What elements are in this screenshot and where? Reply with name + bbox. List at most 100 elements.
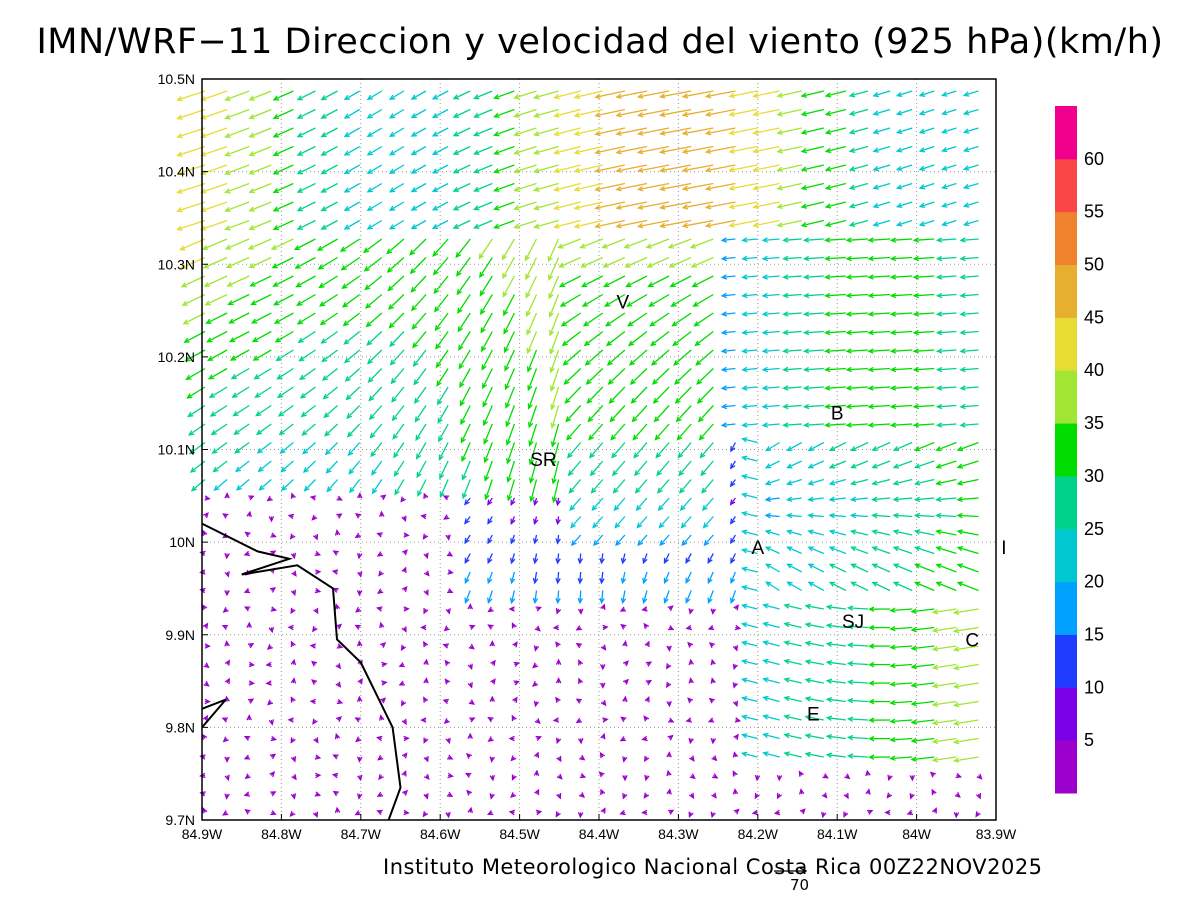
- wind-vector-head: [889, 736, 896, 743]
- wind-vector-shaft: [326, 479, 339, 492]
- wind-vector-head: [912, 403, 920, 410]
- wind-vector-shaft: [685, 571, 692, 583]
- wind-vector-shaft: [804, 349, 824, 352]
- wind-vector-shaft: [642, 590, 648, 603]
- wind-vector-shaft: [683, 145, 714, 153]
- wind-vector-head: [409, 268, 416, 275]
- wind-vector-head: [889, 681, 896, 687]
- wind-vector-head: [798, 770, 804, 777]
- wind-vector-head: [466, 789, 473, 796]
- wind-vector-head: [325, 467, 332, 474]
- wind-vector-head: [290, 756, 297, 763]
- wind-vector-head: [642, 557, 648, 565]
- wind-vector-head: [552, 624, 560, 631]
- wind-vector-shaft: [658, 497, 670, 511]
- wind-vector-head: [254, 392, 261, 398]
- wind-vector-head: [556, 793, 562, 800]
- wind-vector-head: [800, 110, 808, 117]
- wind-vector-shaft: [846, 330, 869, 334]
- wind-vector-head: [205, 318, 212, 324]
- wind-vector-head: [513, 680, 520, 686]
- wind-vector-head: [918, 91, 926, 97]
- reference-vector-label: 70: [790, 876, 810, 894]
- wind-vector-head: [480, 327, 486, 334]
- wind-vector-head: [959, 366, 966, 373]
- wind-vector-head: [528, 458, 534, 466]
- wind-vector-head: [804, 677, 811, 684]
- wind-vector-head: [469, 624, 476, 630]
- wind-vector-shaft: [206, 312, 228, 324]
- wind-vector-head: [176, 96, 183, 102]
- wind-vector-shaft: [256, 423, 272, 435]
- wind-vector-head: [296, 113, 303, 119]
- wind-vector-head: [782, 385, 789, 391]
- wind-vector-head: [332, 790, 339, 797]
- wind-vector-head: [445, 737, 451, 745]
- wind-vector-head: [762, 732, 769, 739]
- wind-vector-shaft: [911, 700, 935, 705]
- wind-vector-head: [388, 113, 396, 119]
- wind-vector-head: [680, 522, 687, 529]
- wind-vector-head: [821, 811, 827, 819]
- wind-vector-shaft: [722, 312, 736, 316]
- wind-vector-shaft: [729, 145, 758, 153]
- wind-vector-head: [871, 581, 878, 587]
- wind-vector-shaft: [606, 330, 626, 346]
- wind-vector-shaft: [319, 275, 338, 288]
- wind-vector-head: [224, 132, 231, 138]
- wind-vector-head: [824, 92, 832, 98]
- wind-vector-shaft: [616, 145, 648, 154]
- wind-vector-shaft: [638, 145, 670, 154]
- wind-vector-head: [710, 677, 716, 684]
- wind-vector-head: [895, 221, 903, 227]
- wind-vector-head: [871, 445, 878, 452]
- wind-vector-head: [910, 682, 917, 688]
- wind-vector-shaft: [534, 201, 559, 210]
- wind-vector-shaft: [848, 644, 869, 647]
- y-tick-label: 10.1N: [158, 442, 195, 458]
- wind-vector-head: [804, 659, 811, 665]
- wind-vector-head: [553, 149, 560, 155]
- wind-vector-head: [505, 402, 511, 409]
- wind-vector-head: [843, 811, 849, 818]
- wind-vector-head: [802, 274, 810, 280]
- wind-vector-head: [941, 221, 948, 227]
- wind-vector-head: [391, 415, 398, 422]
- wind-vector-head: [629, 378, 636, 385]
- wind-vector-shaft: [706, 182, 736, 190]
- wind-vector-shaft: [180, 238, 206, 251]
- wind-vector-head: [688, 811, 694, 819]
- wind-vector-shaft: [225, 90, 250, 101]
- wind-vector-head: [651, 378, 658, 385]
- wind-vector-shaft: [464, 590, 471, 603]
- wind-vector-head: [825, 604, 833, 610]
- wind-vector-head: [846, 679, 854, 685]
- wind-vector-shaft: [610, 423, 626, 440]
- wind-vector-head: [889, 255, 897, 262]
- wind-vector-head: [566, 452, 573, 459]
- wind-vector-shaft: [391, 368, 405, 384]
- y-tick-label: 10.5N: [158, 71, 195, 87]
- wind-vector-head: [533, 205, 540, 211]
- wind-vector-head: [511, 714, 517, 722]
- wind-vector-head: [290, 607, 296, 615]
- wind-vector-head: [935, 329, 943, 336]
- wind-vector-shaft: [691, 256, 714, 268]
- wind-vector-head: [437, 417, 443, 424]
- wind-vector-head: [295, 300, 303, 306]
- wind-vector-head: [622, 660, 629, 667]
- wind-vector-shaft: [848, 718, 869, 721]
- wind-vector-head: [909, 775, 915, 782]
- wind-vector-shaft: [300, 386, 316, 399]
- wind-vector-shaft: [851, 478, 869, 485]
- wind-vector-head: [456, 270, 462, 277]
- wind-vector-shaft: [534, 145, 559, 154]
- wind-vector-shaft: [614, 516, 626, 528]
- wind-vector-head: [555, 641, 561, 648]
- wind-vector-head: [366, 131, 373, 138]
- wind-vector-head: [685, 717, 692, 723]
- wind-vector-shaft: [302, 442, 316, 454]
- wind-vector-shaft: [569, 479, 582, 494]
- wind-vector-head: [740, 492, 748, 498]
- wind-vector-head: [180, 282, 188, 288]
